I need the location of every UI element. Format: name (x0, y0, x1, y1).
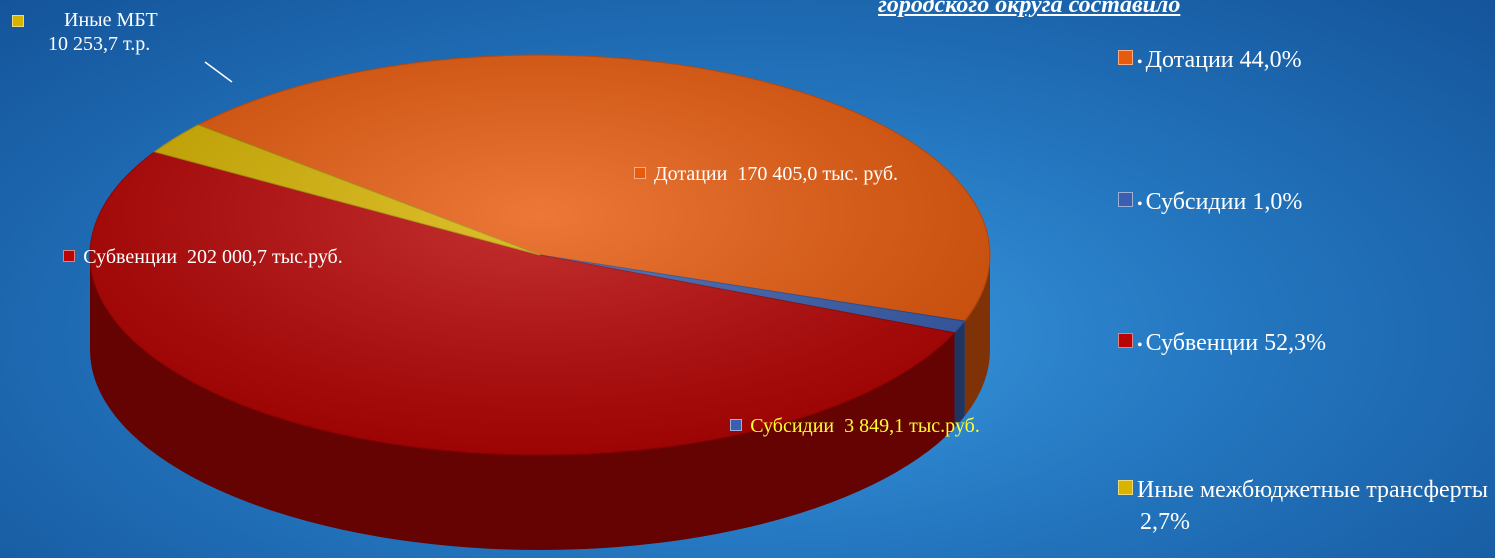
legend-share: 2,7% (1140, 509, 1190, 535)
data-label: Субсидии 3 849,1 тыс.руб. (720, 414, 990, 438)
legend-item: Субсидии 1,0% (1118, 186, 1495, 221)
label-name: Иные МБТ (64, 9, 158, 31)
legend-swatch (1118, 333, 1133, 348)
legend-swatch (1118, 50, 1133, 65)
legend-name: Субсидии (1137, 189, 1246, 215)
data-label: Субвенции 202 000,7 тыс.руб. (38, 245, 368, 269)
slice-side (954, 321, 965, 428)
label-name: Субвенции (83, 246, 178, 268)
leader-line (204, 61, 233, 83)
legend-share: 44,0% (1239, 47, 1302, 73)
legend-item: Иные межбюджетные трансферты 2,7% (1118, 474, 1495, 538)
legend-swatch (1118, 192, 1133, 207)
slice-side (90, 255, 955, 550)
label-swatch (12, 15, 24, 27)
legend-item: Субвенции 52,3% (1118, 327, 1495, 362)
data-label: Иные МБТ 10 253,7 т.р. (12, 8, 212, 56)
label-value: 202 000,7 тыс.руб. (187, 246, 343, 268)
label-name: Дотации (653, 163, 728, 185)
legend-name: Дотации (1137, 47, 1234, 73)
label-swatch (730, 419, 743, 431)
pie (89, 54, 991, 550)
data-label: Дотации 170 405,0 тыс. руб. (596, 162, 936, 186)
legend-name: Иные межбюджетные трансферты (1137, 477, 1488, 503)
legend-name: Субвенции (1137, 330, 1258, 356)
legend-swatch (1118, 480, 1133, 495)
legend-share: 52,3% (1264, 330, 1327, 356)
label-name: Субсидии (750, 415, 835, 437)
label-value: 170 405,0 тыс. руб. (737, 163, 899, 185)
label-value: 10 253,7 т.р. (48, 33, 151, 55)
label-swatch (633, 167, 646, 179)
chart-title: городского округа составило (878, 0, 1181, 18)
label-value: 3 849,1 тыс.руб. (844, 415, 980, 437)
label-swatch (63, 250, 76, 262)
legend-share: 1,0% (1252, 189, 1303, 215)
legend-item: Дотации 44,0% (1118, 44, 1495, 79)
